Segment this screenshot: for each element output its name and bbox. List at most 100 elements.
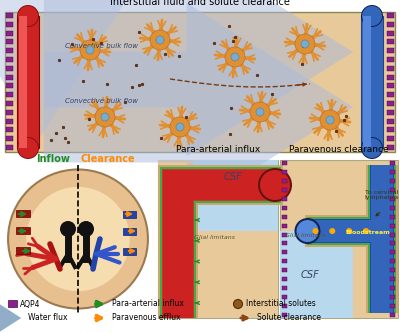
Bar — [390, 241, 395, 245]
Bar — [282, 179, 287, 183]
Text: Clearance: Clearance — [81, 154, 135, 164]
Bar — [282, 295, 287, 299]
Circle shape — [18, 138, 38, 158]
Circle shape — [18, 6, 38, 26]
Bar — [390, 277, 395, 281]
Circle shape — [17, 137, 39, 159]
Bar — [282, 277, 287, 281]
Bar — [390, 286, 395, 290]
Text: Convective bulk flow: Convective bulk flow — [65, 98, 138, 104]
Circle shape — [60, 221, 76, 237]
Bar — [160, 167, 281, 203]
Circle shape — [296, 220, 318, 242]
Bar — [390, 304, 395, 308]
Circle shape — [231, 53, 239, 61]
Bar — [6, 48, 13, 53]
Bar — [19, 16, 27, 148]
Bar — [282, 313, 287, 317]
Circle shape — [78, 221, 94, 237]
Bar — [162, 169, 194, 318]
Bar — [390, 268, 395, 272]
Text: CSF: CSF — [224, 172, 242, 182]
Bar — [387, 48, 394, 53]
Circle shape — [80, 40, 100, 60]
Bar — [282, 215, 287, 219]
Circle shape — [250, 102, 270, 122]
Ellipse shape — [26, 187, 130, 291]
Bar — [6, 128, 13, 133]
Bar — [387, 145, 394, 150]
Circle shape — [225, 47, 245, 67]
Bar — [390, 179, 395, 183]
Text: Inflow: Inflow — [36, 154, 70, 164]
Bar — [390, 313, 395, 317]
Text: Solute clearance: Solute clearance — [257, 313, 321, 322]
Bar — [282, 170, 287, 174]
Bar — [16, 210, 30, 217]
Bar — [390, 223, 395, 227]
Circle shape — [301, 40, 309, 48]
Bar — [5, 12, 395, 152]
Circle shape — [258, 168, 292, 202]
Circle shape — [150, 30, 170, 50]
Circle shape — [256, 108, 264, 116]
Bar — [390, 259, 395, 263]
Text: Paravenous efflux: Paravenous efflux — [112, 313, 181, 322]
Bar — [390, 215, 395, 219]
Bar — [6, 83, 13, 88]
Bar — [162, 169, 279, 201]
Bar — [304, 215, 393, 247]
Polygon shape — [193, 160, 278, 255]
Text: Bloodstream: Bloodstream — [345, 229, 390, 234]
Bar — [390, 206, 395, 210]
Bar — [163, 170, 193, 318]
Bar — [6, 101, 13, 106]
Bar — [158, 160, 278, 318]
Bar — [158, 160, 278, 318]
Bar — [282, 197, 287, 201]
Bar — [282, 304, 287, 308]
Circle shape — [295, 34, 315, 54]
Bar — [387, 75, 394, 80]
Bar — [387, 31, 394, 36]
Bar — [387, 13, 394, 18]
Bar — [16, 247, 30, 254]
Text: Interstitial solutes: Interstitial solutes — [246, 299, 316, 308]
Bar — [371, 165, 393, 313]
Bar — [123, 211, 136, 218]
Bar — [282, 241, 287, 245]
Bar — [390, 197, 395, 201]
Text: Para-arterial influx: Para-arterial influx — [176, 145, 260, 154]
Bar — [282, 250, 287, 254]
Bar — [390, 232, 395, 236]
Bar — [158, 231, 278, 318]
Bar — [163, 170, 278, 200]
Bar — [123, 248, 136, 255]
Bar — [16, 227, 30, 234]
Bar — [308, 219, 393, 243]
Bar — [390, 161, 395, 165]
Bar — [387, 66, 394, 71]
Circle shape — [346, 228, 352, 234]
Bar — [390, 295, 395, 299]
Bar — [158, 165, 283, 205]
Text: Para-arterial influx: Para-arterial influx — [112, 299, 184, 308]
Bar — [366, 165, 398, 313]
Bar — [282, 161, 287, 165]
Bar — [387, 128, 394, 133]
Bar — [6, 31, 13, 36]
Circle shape — [260, 170, 290, 200]
Circle shape — [362, 6, 382, 26]
Bar — [160, 167, 196, 318]
Bar — [6, 57, 13, 62]
Text: AQP4: AQP4 — [20, 299, 40, 308]
Bar — [17, 16, 39, 148]
Bar — [390, 170, 395, 174]
Ellipse shape — [8, 169, 148, 308]
Bar — [6, 66, 13, 71]
Bar — [387, 83, 394, 88]
Bar — [280, 231, 353, 318]
Bar — [282, 223, 287, 227]
Bar — [282, 232, 287, 236]
Bar — [390, 250, 395, 254]
